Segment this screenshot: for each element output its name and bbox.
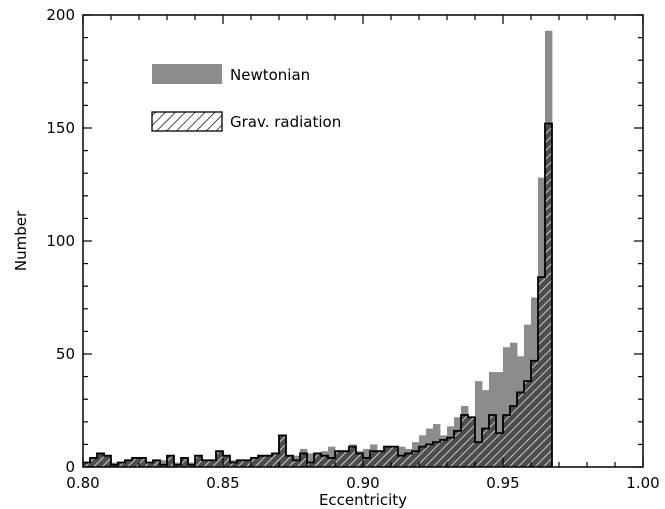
grav-radiation-bar — [307, 462, 315, 467]
grav-radiation-bar — [146, 462, 154, 467]
grav-radiation-bar — [531, 360, 539, 467]
newtonian-bar — [328, 446, 336, 467]
newtonian-bar — [307, 453, 315, 467]
newtonian-series — [83, 30, 553, 467]
grav-radiation-bar — [447, 437, 455, 467]
grav-radiation-bar — [489, 415, 497, 467]
legend-label-newtonian: Newtonian — [230, 66, 310, 84]
newtonian-bar — [160, 460, 168, 467]
grav-radiation-bar — [405, 453, 413, 467]
x-tick-label: 0.90 — [346, 474, 379, 492]
grav-radiation-bar — [265, 455, 273, 467]
grav-radiation-bar — [545, 123, 553, 467]
grav-radiation-bar — [335, 451, 343, 467]
x-axis-label: Eccentricity — [319, 491, 407, 509]
grav-radiation-bar — [314, 453, 322, 467]
grav-radiation-bar — [342, 451, 350, 467]
grav-radiation-bar — [153, 460, 161, 467]
legend-swatch-grav-radiation — [151, 111, 223, 132]
grav-radiation-bar — [195, 455, 203, 467]
grav-radiation-bar — [286, 455, 294, 467]
grav-radiation-bar — [412, 451, 420, 467]
grav-radiation-bar — [132, 457, 140, 467]
grav-radiation-bar — [419, 446, 427, 467]
y-tick-label: 50 — [56, 345, 75, 363]
grav-radiation-bar — [223, 455, 231, 467]
grav-radiation-bar — [188, 464, 196, 467]
grav-radiation-bar — [293, 460, 301, 467]
grav-radiation-bar — [209, 460, 217, 467]
grav-radiation-bar — [384, 446, 392, 467]
grav-radiation-bar — [503, 415, 511, 467]
grav-radiation-bar — [356, 453, 364, 467]
grav-radiation-bar — [111, 464, 119, 467]
x-axis: 0.80 0.85 0.90 0.95 1.00 — [66, 15, 660, 492]
y-tick-label: 100 — [46, 232, 75, 250]
y-axis-label: Number — [12, 210, 30, 271]
grav-radiation-bar — [160, 464, 168, 467]
x-tick-label: 0.95 — [486, 474, 519, 492]
grav-radiation-bar — [433, 442, 441, 467]
legend-swatch-newtonian — [152, 64, 222, 84]
grav-radiation-bar — [510, 405, 518, 467]
grav-radiation-bar — [97, 453, 105, 467]
grav-radiation-bar — [426, 444, 434, 467]
grav-radiation-bar — [496, 433, 504, 467]
grav-radiation-bar — [167, 455, 175, 467]
grav-radiation-bar — [517, 392, 525, 467]
grav-radiation-bar — [475, 442, 483, 467]
grav-radiation-bar — [258, 455, 266, 467]
grav-radiation-bar — [524, 381, 532, 467]
grav-radiation-bar — [398, 455, 406, 467]
newtonian-bar — [503, 347, 511, 467]
grav-radiation-bar — [370, 451, 378, 467]
newtonian-bar — [510, 342, 518, 467]
grav-radiation-bar — [118, 462, 126, 467]
grav-radiation-bar — [139, 457, 147, 467]
grav-radiation-outline — [83, 122, 553, 467]
x-tick-label: 0.80 — [66, 474, 99, 492]
grav-radiation-bar — [454, 430, 462, 467]
y-tick-label: 0 — [65, 458, 75, 476]
grav-radiation-series — [83, 123, 553, 467]
grav-radiation-bar — [538, 277, 546, 467]
legend: Newtonian Grav. radiation — [151, 64, 341, 132]
grav-radiation-bar — [230, 462, 238, 467]
grav-radiation-bar — [321, 455, 329, 467]
y-axis: 0 50 100 150 200 — [46, 6, 643, 476]
grav-radiation-bar — [104, 455, 112, 467]
grav-radiation-bar — [125, 460, 133, 467]
newtonian-bar — [496, 372, 504, 467]
grav-radiation-bar — [482, 428, 490, 467]
grav-radiation-bar — [181, 457, 189, 467]
grav-radiation-bar — [377, 451, 385, 467]
grav-radiation-bar — [202, 460, 210, 467]
grav-radiation-bar — [174, 464, 182, 467]
grav-radiation-bar — [251, 457, 259, 467]
grav-radiation-bar — [440, 439, 448, 467]
grav-radiation-bar — [300, 453, 308, 467]
grav-radiation-bar — [244, 460, 252, 467]
grav-radiation-bar — [216, 451, 224, 467]
grav-radiation-bar — [391, 446, 399, 467]
grav-radiation-bar — [349, 446, 357, 467]
legend-label-grav-radiation: Grav. radiation — [230, 113, 341, 131]
grav-radiation-bar — [468, 417, 476, 467]
grav-radiation-bar — [237, 460, 245, 467]
grav-radiation-bar — [461, 415, 469, 467]
newtonian-bar — [475, 381, 483, 467]
y-tick-label: 150 — [46, 119, 75, 137]
grav-radiation-bar — [83, 462, 91, 467]
x-tick-label: 0.85 — [206, 474, 239, 492]
x-tick-label: 1.00 — [626, 474, 659, 492]
grav-radiation-bar — [272, 453, 280, 467]
grav-radiation-bar — [90, 457, 98, 467]
grav-radiation-bar — [279, 435, 287, 467]
y-tick-label: 200 — [46, 6, 75, 24]
grav-radiation-bar — [363, 457, 371, 467]
grav-radiation-bar — [328, 457, 336, 467]
